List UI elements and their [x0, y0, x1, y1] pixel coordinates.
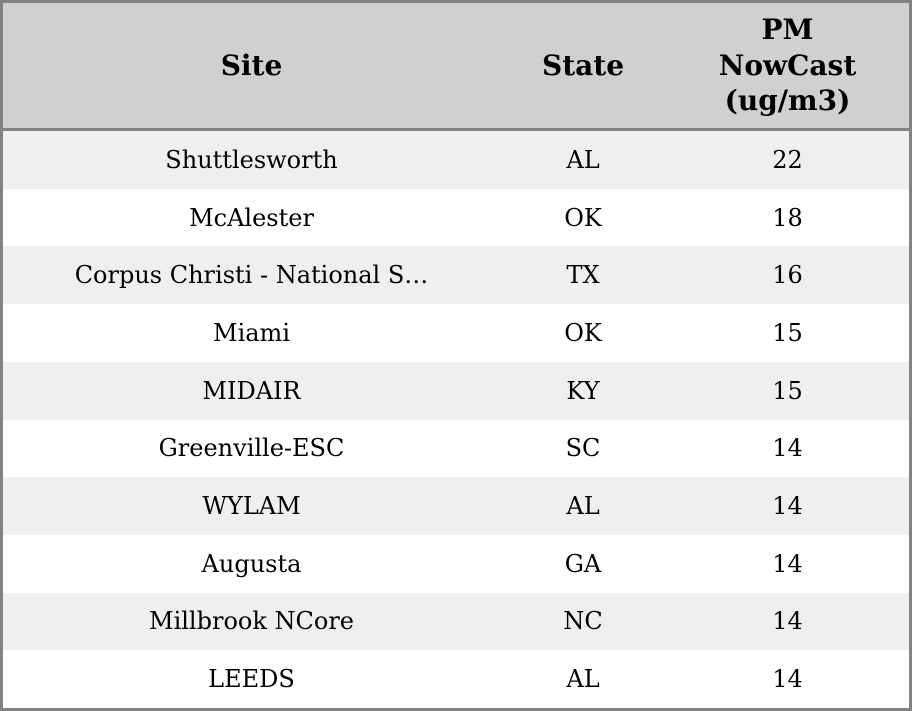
site-cell: LEEDS: [208, 665, 295, 694]
table-row[interactable]: Miami OK 15: [3, 304, 909, 362]
state-cell: AL: [566, 145, 600, 174]
state-cell: TX: [566, 261, 600, 290]
table-row[interactable]: McAlester OK 18: [3, 188, 909, 247]
site-cell: Millbrook NCore: [149, 607, 354, 636]
state-cell: GA: [564, 549, 602, 578]
table-row[interactable]: MIDAIR KY 15: [3, 361, 909, 420]
site-cell: Miami: [213, 318, 290, 347]
pm-cell: 14: [772, 549, 803, 578]
pm-cell: 22: [772, 145, 803, 174]
site-cell: Augusta: [201, 549, 302, 578]
table-body: Shuttlesworth AL 22 McAlester OK 18 Corp…: [3, 131, 909, 708]
site-cell: Shuttlesworth: [165, 145, 338, 174]
table-row[interactable]: Greenville-ESC SC 14: [3, 419, 909, 478]
column-header-pm-nowcast-label: PM NowCast (ug/m3): [718, 12, 857, 118]
pm-cell: 15: [772, 376, 803, 405]
state-cell: SC: [565, 434, 601, 463]
site-cell: WYLAM: [202, 492, 301, 521]
site-cell: MIDAIR: [202, 376, 301, 405]
pm-cell: 18: [772, 203, 803, 232]
column-header-pm-nowcast[interactable]: PM NowCast (ug/m3): [666, 3, 909, 128]
site-cell: Corpus Christi - National S…: [74, 261, 429, 290]
table-row[interactable]: Augusta GA 14: [3, 534, 909, 593]
state-cell: OK: [564, 203, 602, 232]
table-header-row: Site State PM NowCast (ug/m3): [3, 3, 909, 131]
table-row[interactable]: Shuttlesworth AL 22: [3, 131, 909, 189]
state-cell: AL: [566, 665, 600, 694]
pm-cell: 15: [772, 318, 803, 347]
pm-cell: 14: [772, 492, 803, 521]
site-cell: McAlester: [189, 203, 314, 232]
column-header-state[interactable]: State: [541, 49, 625, 82]
pm-cell: 14: [772, 665, 803, 694]
table-row[interactable]: WYLAM AL 14: [3, 477, 909, 535]
column-header-site[interactable]: Site: [220, 49, 283, 82]
pm-cell: 14: [772, 434, 803, 463]
site-cell: Greenville-ESC: [158, 434, 345, 463]
state-cell: NC: [563, 607, 603, 636]
state-cell: OK: [564, 318, 602, 347]
pm-cell: 16: [772, 261, 803, 290]
state-cell: AL: [566, 492, 600, 521]
table-row[interactable]: LEEDS AL 14: [3, 650, 909, 708]
state-cell: KY: [566, 376, 600, 405]
table-row[interactable]: Millbrook NCore NC 14: [3, 592, 909, 651]
table-row[interactable]: Corpus Christi - National S… TX 16: [3, 246, 909, 305]
pm-cell: 14: [772, 607, 803, 636]
